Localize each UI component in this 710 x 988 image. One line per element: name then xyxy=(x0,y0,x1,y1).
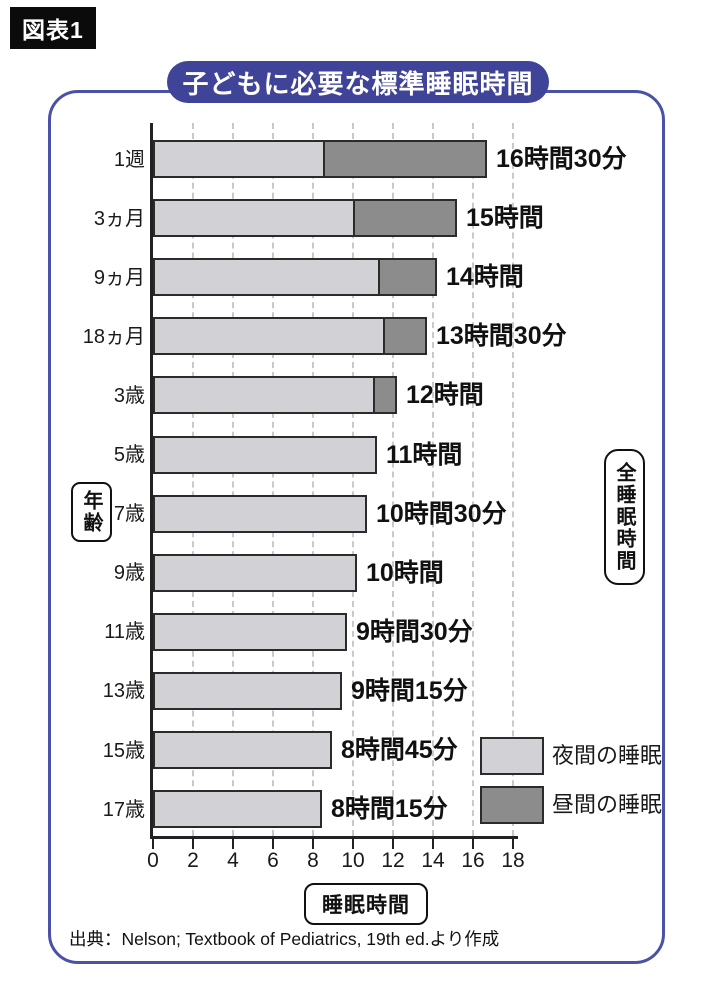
x-tick xyxy=(392,839,394,849)
x-tick xyxy=(232,839,234,849)
total-label: 9時間15分 xyxy=(351,676,468,705)
x-tick-label: 8 xyxy=(307,849,319,872)
x-tick-label: 6 xyxy=(267,849,279,872)
category-label: 7歳 xyxy=(113,503,145,526)
gridline xyxy=(472,123,474,836)
gridline xyxy=(232,123,234,836)
figure-label-badge: 図表1 xyxy=(10,7,96,49)
x-tick-label: 16 xyxy=(461,849,485,872)
total-label: 15時間 xyxy=(466,204,544,233)
x-axis-label-box: 睡眠時間 xyxy=(304,883,428,925)
category-label: 17歳 xyxy=(102,798,145,821)
total-label: 8時間15分 xyxy=(331,795,448,824)
bar-17歳 xyxy=(153,790,322,829)
gridline xyxy=(512,123,514,836)
bar-5歳 xyxy=(153,435,377,474)
gridline xyxy=(352,123,354,836)
day-sleep-segment xyxy=(353,201,455,236)
x-tick-label: 2 xyxy=(187,849,199,872)
gridline xyxy=(272,123,274,836)
total-label: 9時間30分 xyxy=(356,617,473,646)
day-sleep-segment xyxy=(323,142,485,176)
right-axis-label-box: 全睡眠時間 xyxy=(604,449,645,585)
x-tick-label: 4 xyxy=(227,849,239,872)
bar-1週 xyxy=(153,140,487,178)
category-label: 13歳 xyxy=(102,680,145,703)
total-label: 13時間30分 xyxy=(436,322,567,351)
legend-swatch-day xyxy=(480,786,544,824)
bar-9ヵ月 xyxy=(153,258,437,297)
chart-title: 子どもに必要な標準睡眠時間 xyxy=(167,61,549,103)
x-tick xyxy=(192,839,194,849)
x-tick-label: 14 xyxy=(421,849,445,872)
legend-swatch-night xyxy=(480,737,544,775)
x-tick xyxy=(512,839,514,849)
day-sleep-segment xyxy=(383,319,425,354)
category-label: 11歳 xyxy=(104,621,145,644)
bar-9歳 xyxy=(153,553,357,592)
x-tick-label: 18 xyxy=(501,849,525,872)
bar-13歳 xyxy=(153,671,342,710)
bar-15歳 xyxy=(153,731,332,769)
x-tick xyxy=(432,839,434,849)
source-note: 出典：Nelson; Textbook of Pediatrics, 19th … xyxy=(69,929,500,949)
x-tick xyxy=(312,839,314,849)
gridline xyxy=(392,123,394,836)
category-label: 15歳 xyxy=(102,739,145,762)
y-axis-line xyxy=(150,123,153,839)
bar-11歳 xyxy=(153,612,347,651)
gridline xyxy=(312,123,314,836)
bar-18ヵ月 xyxy=(153,317,427,356)
x-tick xyxy=(472,839,474,849)
total-label: 10時間30分 xyxy=(376,499,507,528)
total-label: 16時間30分 xyxy=(496,145,627,173)
x-tick xyxy=(272,839,274,849)
total-label: 8時間45分 xyxy=(341,736,458,764)
x-tick xyxy=(152,839,154,849)
category-label: 9歳 xyxy=(113,562,145,585)
bar-3歳 xyxy=(153,376,397,415)
y-axis-label-box: 年齢 xyxy=(71,482,112,542)
category-label: 1週 xyxy=(113,148,145,171)
gridline xyxy=(192,123,194,836)
x-tick-label: 10 xyxy=(341,849,365,872)
x-tick-label: 0 xyxy=(147,849,159,872)
x-tick-label: 12 xyxy=(381,849,405,872)
total-label: 11時間 xyxy=(386,440,463,469)
category-label: 3歳 xyxy=(113,384,145,407)
x-tick xyxy=(352,839,354,849)
day-sleep-segment xyxy=(378,260,435,295)
legend-label-night: 夜間の睡眠 xyxy=(552,743,663,768)
gridline xyxy=(432,123,434,836)
total-label: 12時間 xyxy=(406,381,484,410)
x-axis-line xyxy=(150,836,518,839)
category-label: 3ヵ月 xyxy=(93,207,145,230)
legend-label-day: 昼間の睡眠 xyxy=(552,792,663,817)
bar-7歳 xyxy=(153,494,367,533)
bar-3ヵ月 xyxy=(153,199,457,238)
total-label: 14時間 xyxy=(446,263,524,292)
category-label: 18ヵ月 xyxy=(82,325,145,348)
category-label: 9ヵ月 xyxy=(93,266,145,289)
total-label: 10時間 xyxy=(366,558,444,587)
category-label: 5歳 xyxy=(113,444,145,466)
day-sleep-segment xyxy=(373,378,395,413)
